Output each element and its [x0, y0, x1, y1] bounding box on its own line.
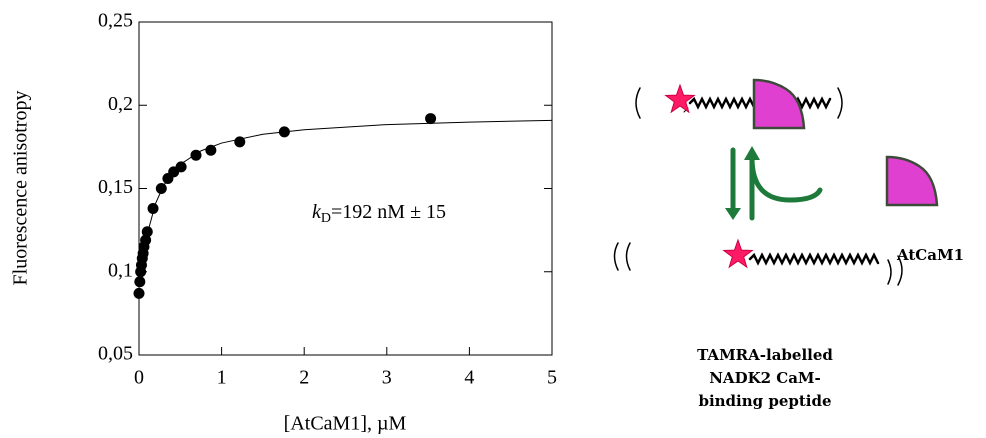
plot-frame — [138, 21, 553, 356]
tamra-star — [664, 83, 696, 114]
x-tick-label: 2 — [299, 367, 309, 389]
data-point — [175, 161, 187, 173]
peptide-chain — [748, 252, 880, 266]
data-point — [140, 234, 152, 246]
motion-mark — [887, 259, 892, 285]
y-axis-label: Fluorescence anisotropy — [10, 91, 32, 286]
data-point — [155, 183, 167, 194]
calmodulin-shape — [885, 155, 939, 207]
motion-mark — [635, 87, 641, 119]
data-point — [205, 144, 217, 156]
calmodulin-shape — [752, 78, 806, 130]
data-point — [133, 287, 145, 299]
arrow-head — [725, 208, 741, 220]
peptide-label: binding peptide — [698, 392, 831, 410]
motion-mark — [897, 255, 903, 286]
y-tick-label: 0,2 — [108, 93, 133, 115]
fit-line — [140, 119, 553, 280]
data-point — [141, 226, 153, 238]
y-tick-label: 0,15 — [98, 176, 133, 198]
x-tick-label: 5 — [547, 367, 557, 389]
annotation-rest: =192 nM ± 15 — [331, 201, 446, 223]
protein-label: AtCaM1 — [896, 246, 964, 264]
x-tick-label: 4 — [464, 367, 474, 389]
diagram: AtCaM1 TAMRA-labelled NADK2 CaM- binding… — [613, 78, 964, 410]
x-tick-label: 0 — [134, 367, 144, 389]
motion-mark — [613, 242, 619, 271]
annotation: kD=192 nM ± 15 — [312, 201, 446, 227]
data-point — [134, 276, 146, 288]
data-point — [147, 202, 159, 214]
x-tick-label: 1 — [217, 367, 227, 389]
equilibrium-arrow — [749, 157, 823, 221]
data-point — [425, 113, 437, 125]
y-tick-label: 0,25 — [98, 10, 133, 32]
peptide-label: NADK2 CaM- — [709, 369, 821, 387]
annotation-k: k — [312, 201, 322, 223]
motion-mark — [837, 87, 843, 119]
tamra-star — [722, 238, 754, 269]
x-axis-label: [AtCaM1], µM — [284, 413, 407, 435]
arrow-head — [744, 146, 760, 160]
motion-mark — [625, 242, 631, 271]
peptide-label: TAMRA-labelled — [697, 346, 833, 364]
x-tick-label: 3 — [382, 367, 392, 389]
y-tick-label: 0,1 — [108, 259, 133, 281]
y-tick-label: 0,05 — [98, 343, 133, 365]
annotation-sub: D — [321, 211, 331, 226]
data-point — [234, 136, 246, 148]
